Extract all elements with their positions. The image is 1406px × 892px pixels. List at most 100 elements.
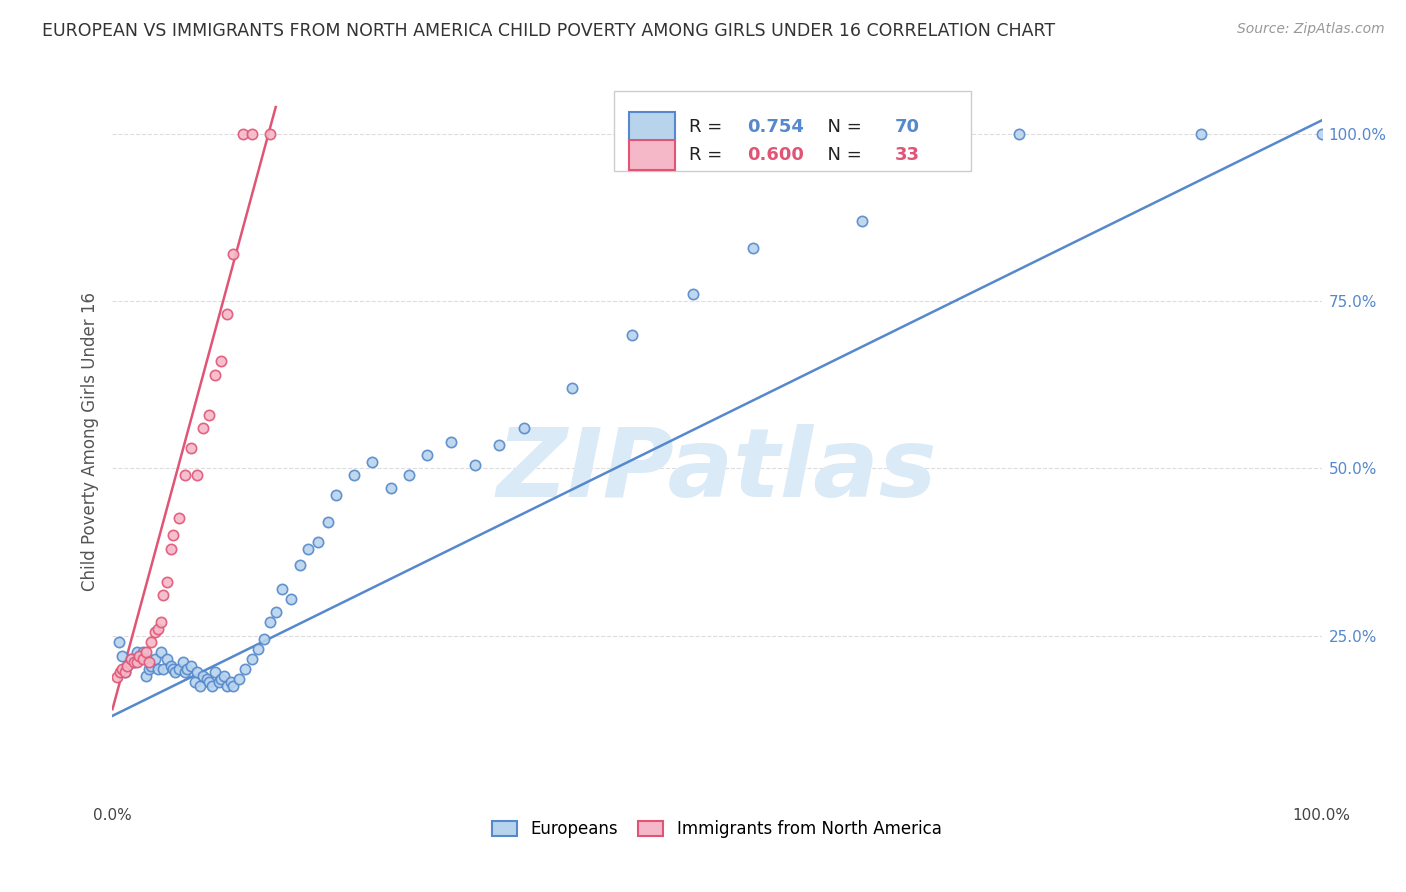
Point [152,662,174,676]
Point [132,645,155,659]
Point [208,675,231,690]
Point [180,442,202,455]
Point [204,665,226,680]
Point [120,652,142,666]
Text: 0.754: 0.754 [748,118,804,136]
Point [108,665,131,680]
Point [176,662,198,676]
Text: R =: R = [689,118,728,136]
Point [115,658,138,673]
Point [253,632,276,646]
Point [201,679,224,693]
Point [204,368,226,382]
Point [851,214,873,228]
Point [343,467,366,482]
Point [240,652,263,666]
Point [183,675,205,690]
Point [143,652,166,666]
Text: N =: N = [817,118,868,136]
Point [135,645,157,659]
Point [198,675,221,690]
Point [361,455,384,469]
Point [222,679,245,693]
FancyBboxPatch shape [614,91,972,170]
Point [165,665,187,680]
Point [188,679,211,693]
Point [172,655,194,669]
Point [219,675,242,690]
Point [141,635,163,649]
Point [280,591,302,606]
Point [162,662,184,676]
Point [212,669,235,683]
Point [288,558,311,573]
Point [122,655,145,669]
Point [111,662,134,676]
FancyBboxPatch shape [628,139,675,169]
Point [114,665,136,680]
Point [128,652,150,666]
Text: ZIPatlas: ZIPatlas [496,424,938,517]
Point [561,381,583,395]
Point [186,665,208,680]
Point [195,672,218,686]
Point [217,307,239,322]
Point [122,655,145,669]
Point [156,575,179,590]
FancyBboxPatch shape [628,112,675,142]
Point [186,467,208,482]
Point [398,467,420,482]
Point [111,648,134,663]
Point [105,670,128,684]
Point [440,434,463,449]
Point [307,534,329,549]
Point [209,354,232,368]
Point [259,127,281,141]
Point [259,615,281,630]
Point [149,615,172,630]
Point [316,515,339,529]
Point [228,672,250,686]
Point [125,645,148,659]
Point [149,645,172,659]
Point [114,665,136,680]
Point [128,648,150,663]
Point [174,665,197,680]
Point [209,672,232,686]
Point [156,652,179,666]
Point [464,458,486,472]
Point [240,127,263,141]
Point [297,541,319,556]
Point [682,287,704,301]
Point [152,589,174,603]
Point [191,421,214,435]
Text: 70: 70 [894,118,920,136]
Point [416,448,439,462]
Text: N =: N = [817,145,868,164]
Point [191,669,214,683]
Point [167,511,190,525]
Point [148,662,170,676]
Point [222,247,245,261]
Point [1008,127,1031,141]
Point [246,642,269,657]
Point [143,625,166,640]
Point [512,421,534,435]
Point [488,438,510,452]
Point [174,467,197,482]
Point [138,655,160,669]
Text: 33: 33 [894,145,920,164]
Point [1310,127,1333,141]
Point [141,658,163,673]
Point [232,127,254,141]
Point [380,482,402,496]
Text: EUROPEAN VS IMMIGRANTS FROM NORTH AMERICA CHILD POVERTY AMONG GIRLS UNDER 16 COR: EUROPEAN VS IMMIGRANTS FROM NORTH AMERIC… [42,22,1056,40]
Text: 0.600: 0.600 [748,145,804,164]
Point [325,488,347,502]
Point [235,662,257,676]
Point [138,662,160,676]
Text: Source: ZipAtlas.com: Source: ZipAtlas.com [1237,22,1385,37]
Point [264,605,287,619]
Point [107,635,129,649]
Point [120,652,142,666]
